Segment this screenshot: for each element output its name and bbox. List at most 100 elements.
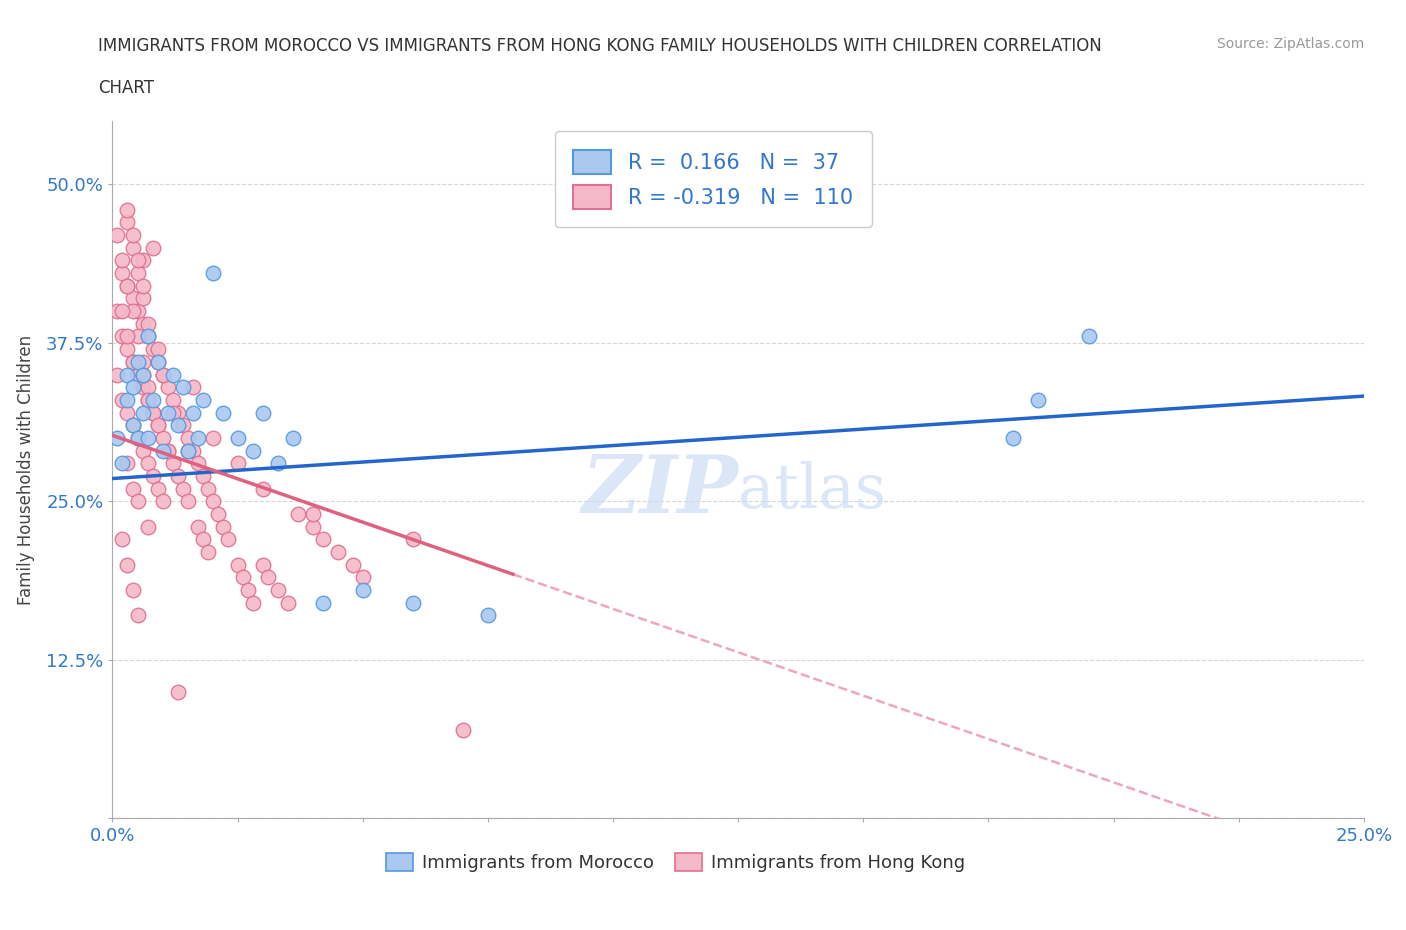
Point <box>211 519 233 534</box>
Point <box>242 595 264 610</box>
Point <box>117 202 139 217</box>
Point <box>117 557 139 572</box>
Point <box>156 405 179 420</box>
Point <box>136 379 159 394</box>
Point <box>191 532 214 547</box>
Point <box>172 418 194 432</box>
Point <box>402 532 425 547</box>
Point <box>136 431 159 445</box>
Point <box>187 456 209 471</box>
Point <box>136 392 159 407</box>
Point <box>201 431 224 445</box>
Point <box>312 595 335 610</box>
Point <box>172 481 194 496</box>
Point <box>146 418 169 432</box>
Point <box>117 278 139 293</box>
Point <box>352 583 374 598</box>
Point <box>252 405 274 420</box>
Point <box>146 354 169 369</box>
Text: CHART: CHART <box>98 79 155 97</box>
Point <box>201 266 224 281</box>
Point <box>121 583 143 598</box>
Point <box>152 444 174 458</box>
Point <box>252 557 274 572</box>
Point <box>301 519 323 534</box>
Point <box>121 291 143 306</box>
Point <box>201 494 224 509</box>
Point <box>172 379 194 394</box>
Point <box>136 392 159 407</box>
Point <box>111 304 134 319</box>
Point <box>152 367 174 382</box>
Point <box>127 253 149 268</box>
Point <box>176 494 198 509</box>
Point <box>1002 431 1025 445</box>
Point <box>117 405 139 420</box>
Point <box>166 469 188 484</box>
Point <box>176 444 198 458</box>
Point <box>176 431 198 445</box>
Point <box>342 557 364 572</box>
Point <box>191 469 214 484</box>
Point <box>187 431 209 445</box>
Point <box>156 444 179 458</box>
Point <box>146 418 169 432</box>
Point <box>141 405 163 420</box>
Point <box>152 367 174 382</box>
Point <box>277 595 299 610</box>
Point <box>1077 329 1099 344</box>
Point <box>287 507 309 522</box>
Point <box>156 379 179 394</box>
Point <box>166 405 188 420</box>
Point <box>1028 392 1050 407</box>
Point <box>226 557 249 572</box>
Point <box>127 431 149 445</box>
Point <box>217 532 239 547</box>
Point <box>121 240 143 255</box>
Point <box>146 481 169 496</box>
Text: IMMIGRANTS FROM MOROCCO VS IMMIGRANTS FROM HONG KONG FAMILY HOUSEHOLDS WITH CHIL: IMMIGRANTS FROM MOROCCO VS IMMIGRANTS FR… <box>98 37 1102 55</box>
Point <box>242 444 264 458</box>
Point <box>266 456 288 471</box>
Point <box>326 545 349 560</box>
Point <box>141 469 163 484</box>
Point <box>162 456 184 471</box>
Point <box>131 367 153 382</box>
Point <box>117 456 139 471</box>
Point <box>127 329 149 344</box>
Point <box>131 444 153 458</box>
Point <box>226 431 249 445</box>
Text: ZIP: ZIP <box>581 452 738 529</box>
Point <box>111 456 134 471</box>
Point <box>107 431 129 445</box>
Point <box>107 228 129 243</box>
Point <box>131 405 153 420</box>
Point <box>127 304 149 319</box>
Point <box>207 507 229 522</box>
Point <box>111 253 134 268</box>
Point <box>141 341 163 356</box>
Point <box>256 570 278 585</box>
Point <box>146 354 169 369</box>
Point <box>152 431 174 445</box>
Point <box>131 253 153 268</box>
Point <box>121 354 143 369</box>
Point <box>181 444 204 458</box>
Point <box>197 481 219 496</box>
Point <box>312 532 335 547</box>
Point <box>191 392 214 407</box>
Point <box>197 545 219 560</box>
Point <box>281 431 304 445</box>
Point <box>131 291 153 306</box>
Point <box>402 595 425 610</box>
Point <box>111 266 134 281</box>
Point <box>152 494 174 509</box>
Point <box>131 379 153 394</box>
Point <box>166 418 188 432</box>
Point <box>352 570 374 585</box>
Point <box>141 240 163 255</box>
Point <box>477 608 499 623</box>
Y-axis label: Family Households with Children: Family Households with Children <box>17 335 35 604</box>
Point <box>117 367 139 382</box>
Point <box>162 405 184 420</box>
